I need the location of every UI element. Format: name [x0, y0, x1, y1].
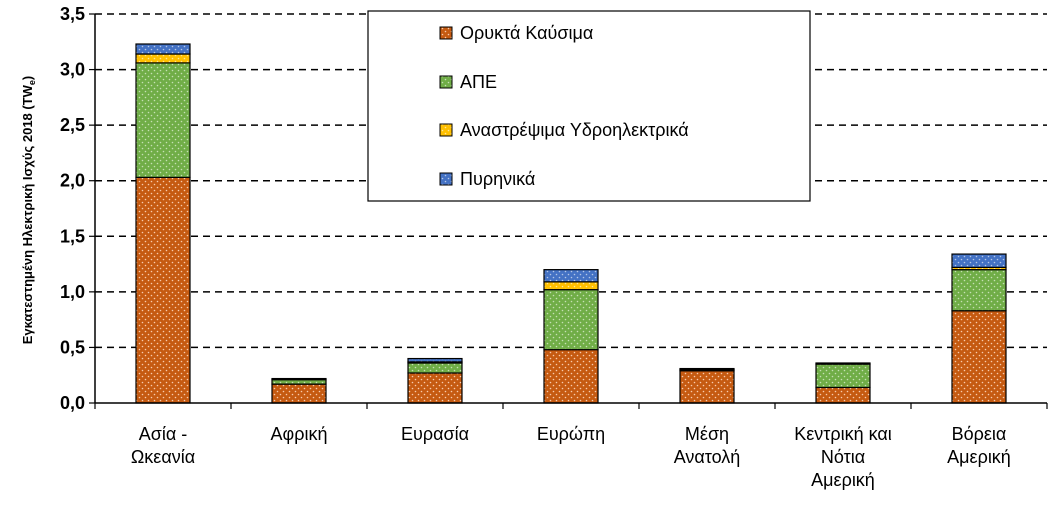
bar-segment	[543, 269, 599, 283]
bar-segment	[951, 253, 1007, 269]
x-category-label: Αφρική	[271, 424, 328, 444]
bar-segment	[815, 362, 871, 365]
bar-segment	[271, 379, 327, 385]
bar-segment	[815, 386, 871, 404]
bar-segment	[815, 363, 871, 389]
bar-segment	[407, 357, 463, 363]
x-category-label: Ευρασία	[401, 424, 469, 444]
legend-label: ΑΠΕ	[460, 72, 497, 92]
legend-swatch	[439, 75, 453, 89]
x-category-label: Κεντρική και Νότια Αμερική	[794, 424, 892, 490]
y-tick-label: 1,0	[60, 282, 85, 302]
legend-swatch	[439, 26, 453, 40]
x-category-label: Βόρεια Αμερική	[947, 424, 1011, 467]
x-category-label: Μέση Ανατολή	[674, 424, 741, 467]
bar-segment	[135, 62, 191, 178]
x-category-label: Ευρώπη	[537, 424, 605, 444]
gridlines	[95, 13, 1047, 349]
y-axis-ticks: 0,0 0,5 1,0 1,5 2,0 2,5 3,0 3,5	[60, 4, 95, 413]
y-tick-label: 2,5	[60, 115, 85, 135]
legend-label: Πυρηνικά	[460, 169, 535, 189]
bar-segment	[951, 269, 1007, 312]
x-category-label: Ασία -Ωκεανία	[131, 424, 195, 467]
bar-segment	[679, 370, 735, 404]
y-axis-label: Εγκατεστημένη Ηλεκτρική Ισχύς 2018 (TWe)	[20, 76, 37, 345]
bar-segment	[679, 367, 735, 371]
y-tick-label: 2,0	[60, 171, 85, 191]
bar-segment	[543, 281, 599, 291]
bar-segment	[543, 349, 599, 404]
legend-swatch	[439, 172, 453, 186]
bars	[135, 43, 1007, 404]
bar-segment	[135, 43, 191, 55]
legend-swatch	[439, 123, 453, 137]
y-tick-label: 1,5	[60, 226, 85, 246]
bar-segment	[543, 289, 599, 351]
bar-segment	[407, 372, 463, 404]
bar-segment	[135, 176, 191, 404]
legend-label: Ορυκτά Καύσιμα	[460, 23, 593, 43]
bar-segment	[951, 310, 1007, 404]
legend-label: Αναστρέψιμα Υδροηλεκτρικά	[460, 120, 689, 140]
y-tick-label: 3,5	[60, 4, 85, 24]
bar-segment	[407, 362, 463, 374]
legend-box	[367, 10, 811, 202]
axes	[94, 14, 1048, 409]
legend: Ορυκτά Καύσιμα ΑΠΕ Αναστρέψιμα Υδροηλεκτρι…	[367, 10, 811, 202]
x-axis-categories: Ασία -Ωκεανία Αφρική Ευρασία Ευρώπη Μέση Ανατ…	[131, 424, 1011, 490]
bar-segment	[271, 383, 327, 404]
y-tick-label: 0,0	[60, 393, 85, 413]
y-tick-label: 0,5	[60, 337, 85, 357]
bar-segment	[135, 53, 191, 64]
y-tick-label: 3,0	[60, 60, 85, 80]
bar-segment	[271, 377, 327, 381]
